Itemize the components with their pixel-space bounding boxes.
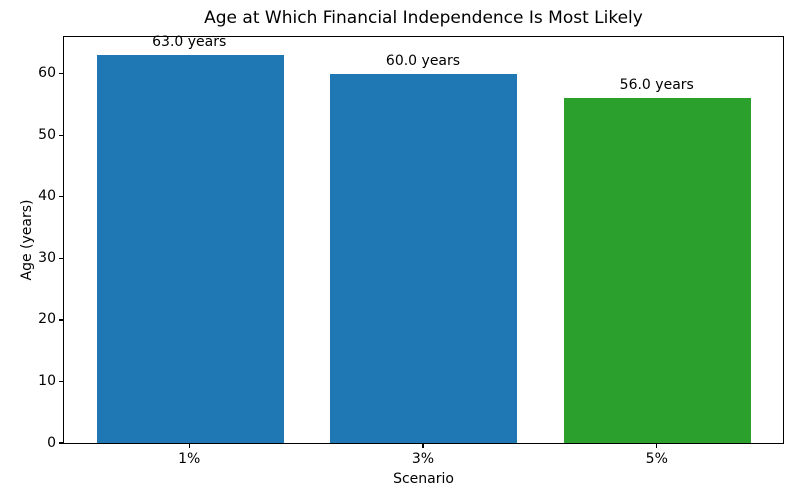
y-tick-mark (59, 380, 63, 383)
y-tick-label: 60 (38, 65, 56, 82)
bar-5% (564, 98, 752, 443)
y-tick-label: 10 (38, 372, 56, 389)
x-tick-mark (656, 444, 658, 448)
chart-title: Age at Which Financial Independence Is M… (204, 8, 643, 28)
y-axis-label: Age (years) (19, 199, 35, 281)
x-tick-mark (422, 444, 424, 448)
y-tick-label: 0 (47, 434, 56, 451)
x-tick-label: 5% (645, 451, 668, 467)
y-tick-mark (59, 73, 63, 75)
bar-value-label: 63.0 years (152, 34, 227, 51)
x-axis-label: Scenario (393, 471, 454, 487)
y-tick-mark (59, 319, 63, 321)
plot-area (63, 36, 784, 444)
y-tick-label: 50 (38, 126, 56, 143)
x-tick-label: 1% (178, 451, 201, 467)
y-tick-label: 40 (38, 188, 56, 205)
y-tick-mark (59, 257, 63, 259)
x-tick-label: 3% (411, 451, 435, 467)
y-tick-mark (59, 134, 63, 136)
y-tick-mark (59, 442, 63, 444)
y-tick-label: 20 (38, 311, 56, 328)
y-tick-label: 30 (38, 249, 56, 266)
bar-value-label: 56.0 years (619, 77, 694, 94)
bar-3% (330, 73, 518, 443)
bar-1% (96, 55, 284, 443)
y-tick-mark (59, 196, 63, 198)
bar-value-label: 60.0 years (385, 52, 461, 69)
x-tick-mark (188, 444, 190, 448)
